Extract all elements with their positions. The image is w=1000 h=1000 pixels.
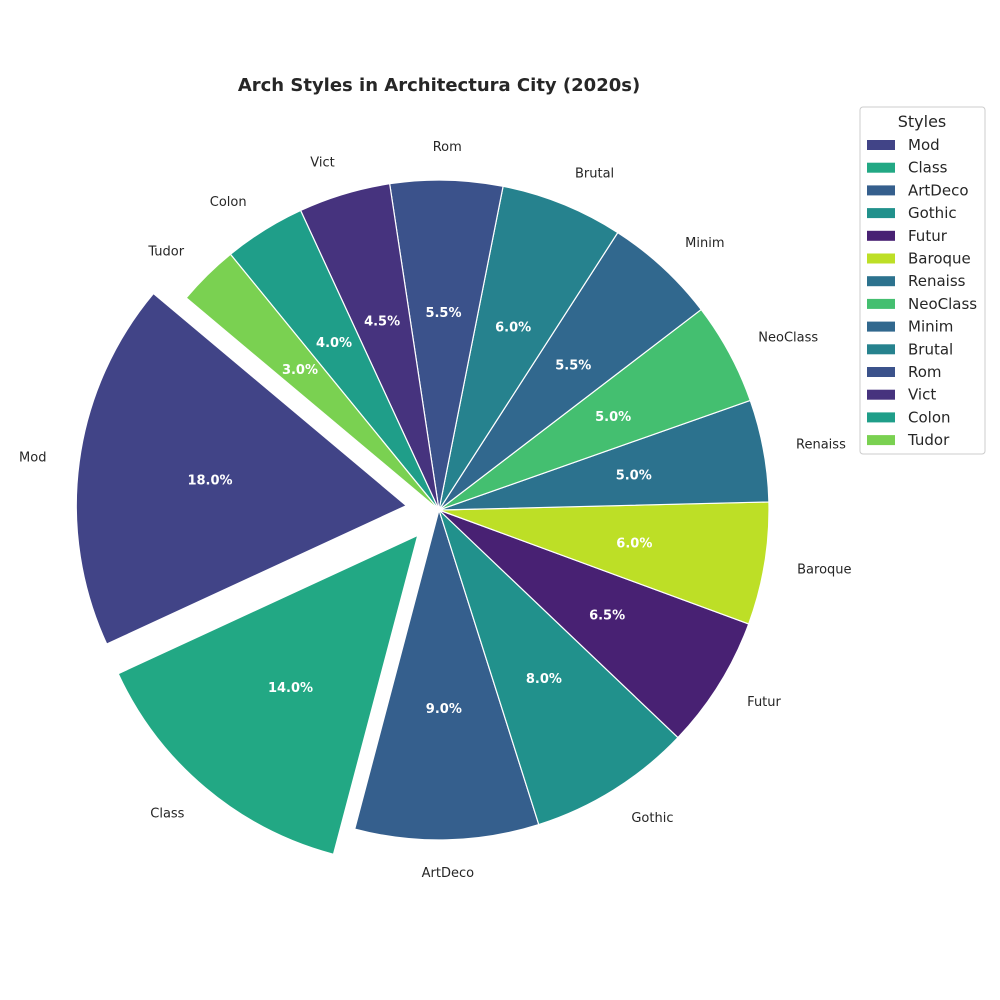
pct-label-gothic: 8.0% (526, 672, 562, 687)
legend-swatch-vict (867, 389, 895, 400)
pct-label-artdeco: 9.0% (426, 702, 462, 717)
legend-swatch-tudor (867, 435, 895, 446)
legend-swatch-brutal (867, 344, 895, 355)
slice-label-renaiss: Renaiss (796, 437, 846, 452)
slice-labels: Mod Class ArtDeco Gothic Futur Baroque Renaiss… (19, 140, 851, 881)
slice-label-gothic: Gothic (631, 811, 673, 826)
slice-label-minim: Minim (685, 236, 724, 251)
slice-label-baroque: Baroque (797, 562, 851, 577)
legend-title: Styles (898, 112, 947, 131)
slice-label-class: Class (150, 806, 184, 821)
legend-label-tudor: Tudor (907, 431, 950, 449)
slice-label-neoclass: NeoClass (758, 330, 818, 345)
chart-title: Arch Styles in Architectura City (2020s) (238, 75, 640, 96)
legend-label-colon: Colon (908, 408, 951, 426)
legend-label-neoclass: NeoClass (908, 295, 977, 313)
pct-label-minim: 5.5% (555, 358, 591, 373)
legend-swatch-mod (867, 140, 895, 150)
legend-label-vict: Vict (908, 386, 936, 404)
slice-label-vict: Vict (310, 155, 334, 170)
legend-items: Mod Class ArtDeco Gothic Futur Baroque Renaiss… (867, 136, 977, 449)
pct-label-rom: 5.5% (425, 306, 461, 321)
legend-swatch-rom (867, 367, 895, 377)
slice-label-colon: Colon (210, 195, 247, 210)
pct-label-brutal: 6.0% (495, 320, 531, 335)
legend-label-minim: Minim (908, 318, 953, 336)
pct-label-futur: 6.5% (589, 609, 625, 624)
pct-label-renaiss: 5.0% (616, 468, 652, 483)
pie-slice-baroque (438, 501, 770, 625)
pie-slice-brutal (438, 185, 619, 511)
pct-label-tudor: 3.0% (282, 363, 318, 378)
pct-label-neoclass: 5.0% (595, 410, 631, 425)
pie-slice-gothic (438, 509, 679, 826)
pie-slice-futur (438, 509, 750, 739)
legend-label-renaiss: Renaiss (908, 272, 966, 290)
pct-label-vict: 4.5% (364, 314, 400, 329)
legend-label-rom: Rom (908, 363, 942, 381)
pie-slice-class (117, 534, 419, 856)
slice-label-tudor: Tudor (147, 245, 184, 260)
slice-label-futur: Futur (747, 695, 781, 710)
legend-swatch-gothic (867, 208, 895, 219)
legend-swatch-neoclass (867, 298, 895, 309)
legend-label-gothic: Gothic (908, 204, 957, 222)
pie-slice-artdeco (353, 507, 540, 841)
legend-label-baroque: Baroque (908, 250, 971, 268)
legend-swatch-renaiss (867, 276, 895, 287)
pct-label-baroque: 6.0% (616, 536, 652, 551)
slice-label-rom: Rom (433, 140, 462, 155)
legend-swatch-baroque (867, 253, 895, 264)
legend: Styles Mod Class ArtDeco Gothic Futur Baroque… (859, 106, 986, 455)
slice-label-artdeco: ArtDeco (422, 866, 474, 881)
percentage-labels: 18.0% 14.0% 9.0% 8.0% 6.5% 6.0% 5.0% 5.0% 5.5% 6.… (187, 306, 652, 717)
legend-swatch-minim (867, 321, 895, 332)
legend-swatch-futur (867, 230, 895, 241)
slice-label-brutal: Brutal (575, 166, 614, 181)
legend-label-mod: Mod (908, 136, 940, 154)
legend-swatch-colon (867, 412, 895, 423)
legend-swatch-class (867, 162, 895, 173)
pie-slices (75, 179, 770, 856)
pct-label-mod: 18.0% (187, 473, 232, 488)
legend-swatch-artdeco (867, 185, 895, 196)
pie-slice-mod (75, 292, 408, 645)
pct-label-colon: 4.0% (316, 336, 352, 351)
legend-label-brutal: Brutal (908, 340, 953, 358)
slice-label-mod: Mod (19, 451, 46, 466)
pie-slice-tudor (185, 253, 440, 511)
legend-label-artdeco: ArtDeco (908, 181, 969, 199)
pct-label-class: 14.0% (268, 681, 313, 696)
legend-label-futur: Futur (908, 227, 948, 245)
legend-label-class: Class (908, 159, 948, 177)
